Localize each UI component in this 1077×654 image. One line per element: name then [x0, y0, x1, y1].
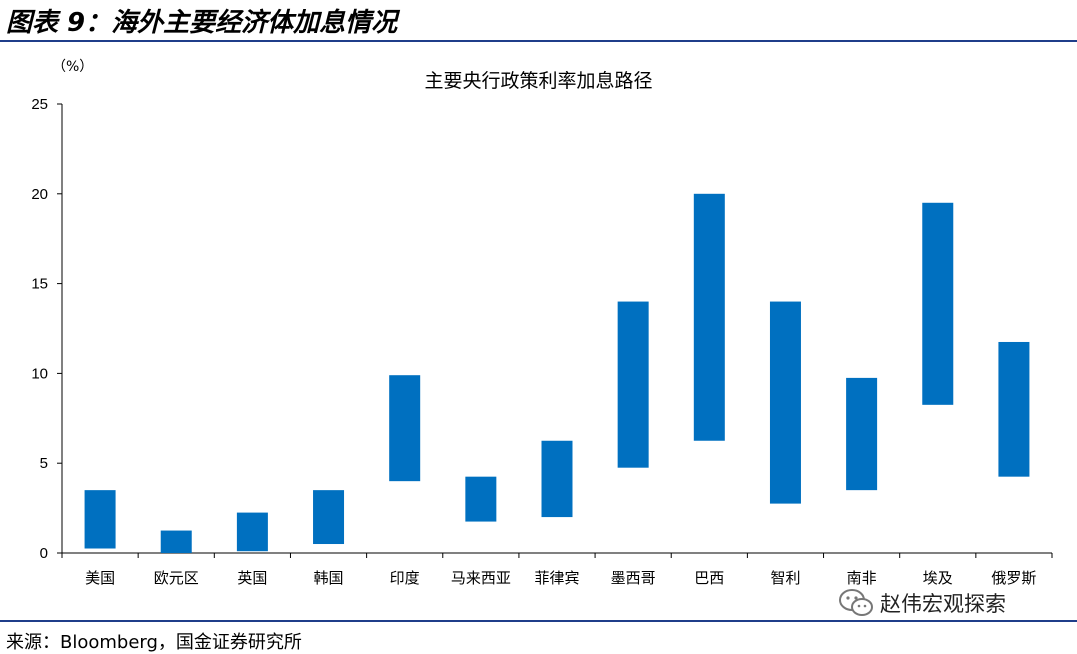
x-tick-label: 俄罗斯 — [991, 569, 1036, 587]
range-bar — [693, 193, 725, 441]
x-tick-label: 韩国 — [314, 569, 344, 587]
x-tick-label: 马来西亚 — [451, 569, 511, 587]
x-tick-label: 埃及 — [923, 569, 953, 587]
y-tick-label: 15 — [31, 276, 48, 293]
range-bar — [998, 341, 1030, 477]
range-bar — [160, 530, 192, 553]
y-tick-label: 5 — [40, 455, 48, 472]
range-bar — [846, 377, 878, 491]
bars — [84, 193, 1030, 553]
range-bar — [84, 490, 116, 549]
range-bar — [465, 476, 497, 522]
top-rule — [0, 40, 1077, 42]
figure-title: 图表 9：海外主要经济体加息情况 — [6, 8, 398, 38]
range-bar — [236, 512, 268, 552]
bottom-rule — [0, 620, 1077, 622]
watermark-text: 赵伟宏观探索 — [880, 592, 1006, 616]
y-axis: 0 5 10 15 20 25 — [31, 96, 63, 562]
x-tick-label: 墨西哥 — [611, 569, 656, 587]
x-tick-label: 智利 — [770, 569, 800, 587]
y-tick-label: 20 — [31, 186, 48, 203]
range-bar — [922, 202, 954, 405]
x-tick-label: 欧元区 — [154, 569, 199, 587]
y-tick-label: 10 — [31, 365, 48, 382]
x-tick-label: 英国 — [237, 569, 267, 587]
range-bar — [313, 490, 345, 545]
range-bar — [541, 440, 573, 518]
x-tick-label: 美国 — [85, 569, 115, 587]
x-tick-label: 南非 — [847, 569, 877, 587]
chart-title: 主要央行政策利率加息路径 — [424, 70, 653, 92]
range-bar — [389, 375, 421, 482]
y-unit-label: （%） — [52, 59, 94, 75]
range-bar — [617, 301, 649, 468]
x-axis: 美国 欧元区 英国 韩国 印度 马来西亚 菲律宾 墨西哥 巴西 智利 南非 埃及 俄罗斯 — [61, 552, 1053, 587]
range-bar — [769, 301, 801, 504]
y-tick-label: 25 — [31, 96, 48, 113]
watermark: 赵伟宏观探索 — [838, 588, 1006, 618]
y-tick-label: 0 — [40, 545, 48, 562]
x-tick-label: 菲律宾 — [534, 569, 579, 587]
source-note: 来源：Bloomberg，国金证券研究所 — [6, 632, 302, 653]
x-tick-label: 印度 — [390, 569, 420, 587]
wechat-icon — [839, 589, 873, 616]
x-tick-label: 巴西 — [694, 569, 724, 587]
